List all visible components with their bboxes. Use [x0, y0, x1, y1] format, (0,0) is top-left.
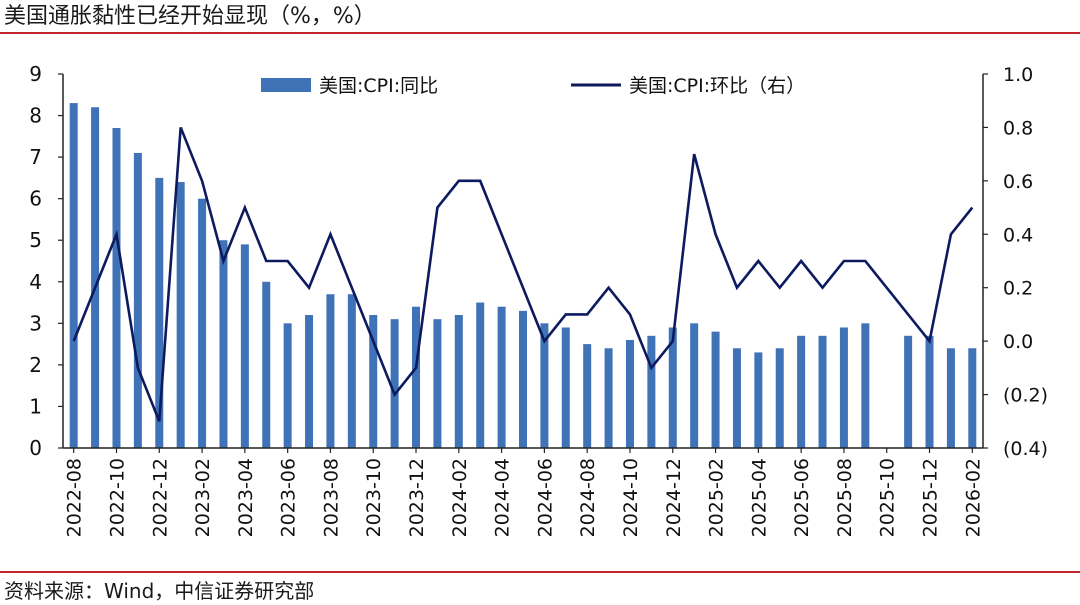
cpi-yoy-bars — [69, 103, 977, 449]
x-tick-label: 2023-06 — [278, 458, 300, 537]
x-tick-label: 2025-08 — [834, 458, 856, 537]
cpi-yoy-bar — [219, 240, 228, 448]
x-tick-label: 2025-02 — [706, 458, 728, 537]
right-tick-label: (0.4) — [1003, 438, 1048, 460]
cpi-yoy-bar — [818, 335, 827, 448]
left-tick-label: 7 — [29, 145, 42, 169]
cpi-yoy-bar — [476, 302, 485, 448]
cpi-yoy-bar — [133, 152, 142, 448]
cpi-yoy-bar — [690, 323, 699, 448]
cpi-yoy-bar — [283, 323, 292, 448]
cpi-yoy-bar — [326, 294, 335, 448]
cpi-yoy-bar — [69, 103, 78, 448]
left-axis-ticks: 0 1 2 3 4 5 6 7 8 9 — [29, 62, 63, 460]
cpi-yoy-bar — [732, 348, 741, 448]
cpi-yoy-bar — [519, 310, 527, 448]
cpi-yoy-bar — [412, 306, 421, 448]
x-tick-label: 2025-06 — [791, 458, 813, 537]
cpi-yoy-bar — [347, 294, 356, 448]
source-note: 资料来源：Wind，中信证券研究部 — [4, 579, 315, 603]
axes — [62, 74, 984, 449]
left-tick-label: 9 — [29, 62, 42, 86]
cpi-yoy-bar — [861, 323, 870, 448]
x-tick-label: 2023-10 — [363, 458, 385, 537]
top-rule — [0, 32, 1080, 34]
bottom-rule — [0, 571, 1080, 573]
cpi-yoy-bar — [198, 198, 207, 448]
cpi-yoy-bar — [839, 327, 848, 448]
x-tick-label: 2024-10 — [620, 458, 642, 537]
x-tick-label: 2026-02 — [962, 458, 984, 537]
right-axis-ticks: (0.4) (0.2) 0.0 0.2 0.4 0.6 0.8 1.0 — [983, 64, 1048, 460]
right-tick-label: 1.0 — [1003, 64, 1033, 86]
cpi-yoy-bar — [540, 323, 549, 448]
cpi-yoy-bar — [262, 281, 271, 448]
cpi-yoy-bar — [91, 107, 100, 449]
cpi-yoy-bar — [904, 335, 913, 448]
left-tick-label: 3 — [29, 311, 42, 335]
cpi-yoy-bar — [775, 348, 784, 448]
x-tick-label: 2023-12 — [406, 458, 428, 537]
cpi-mom-line — [72, 126, 974, 422]
right-tick-label: (0.2) — [1003, 385, 1048, 407]
x-tick-label: 2022-08 — [64, 458, 86, 537]
left-tick-label: 5 — [29, 228, 42, 252]
x-tick-label: 2023-04 — [235, 458, 257, 537]
cpi-yoy-bar — [561, 327, 570, 448]
x-tick-label: 2022-10 — [106, 458, 128, 537]
x-tick-label: 2025-10 — [877, 458, 899, 537]
cpi-yoy-bar — [433, 319, 442, 448]
x-tick-label: 2023-02 — [192, 458, 214, 537]
x-tick-label: 2023-08 — [320, 458, 342, 537]
x-tick-label: 2022-12 — [149, 458, 171, 537]
right-tick-label: 0.8 — [1003, 117, 1033, 139]
right-tick-label: 0.4 — [1003, 224, 1033, 246]
cpi-yoy-bar — [369, 315, 378, 448]
cpi-yoy-bar — [454, 315, 463, 448]
cpi-yoy-bar — [647, 335, 656, 448]
right-tick-label: 0.0 — [1003, 331, 1033, 353]
x-tick-label: 2025-04 — [748, 458, 770, 537]
cpi-yoy-bar — [604, 348, 613, 448]
cpi-yoy-bar — [797, 335, 806, 448]
cpi-mom-line-group — [72, 126, 974, 422]
cpi-yoy-bar — [625, 339, 634, 448]
cpi-yoy-bar — [925, 335, 934, 448]
cpi-yoy-bar — [305, 315, 314, 448]
left-tick-label: 4 — [29, 270, 42, 294]
legend-bar-label: 美国:CPI:同比 — [319, 75, 438, 97]
cpi-yoy-bar — [754, 352, 763, 448]
legend-bar-swatch — [261, 78, 311, 92]
x-tick-label: 2024-02 — [449, 458, 471, 537]
legend: 美国:CPI:同比 美国:CPI:环比（右） — [261, 75, 805, 97]
cpi-yoy-bar — [497, 306, 506, 448]
left-tick-label: 1 — [29, 394, 42, 418]
x-tick-label: 2024-06 — [534, 458, 556, 537]
cpi-yoy-bar — [968, 348, 977, 448]
cpi-yoy-bar — [668, 327, 677, 448]
left-tick-label: 0 — [29, 436, 42, 460]
right-tick-label: 0.6 — [1003, 171, 1033, 193]
x-tick-label: 2024-04 — [492, 458, 514, 537]
cpi-yoy-bar — [390, 319, 399, 448]
left-tick-label: 2 — [29, 353, 42, 377]
cpi-yoy-bar — [176, 182, 185, 449]
left-tick-label: 6 — [29, 187, 42, 211]
cpi-yoy-bar — [112, 128, 121, 448]
left-tick-label: 8 — [29, 104, 42, 128]
chart-title: 美国通胀黏性已经开始显现（%，%） — [4, 4, 376, 29]
x-axis-ticks: 2022-08 2022-10 2022-12 2023-02 2023-04 2023-… — [64, 448, 984, 537]
right-tick-label: 0.2 — [1003, 278, 1033, 300]
cpi-yoy-bar — [946, 348, 955, 448]
x-tick-label: 2024-08 — [577, 458, 599, 537]
cpi-yoy-bar — [240, 244, 249, 448]
x-tick-label: 2024-12 — [663, 458, 685, 537]
legend-line-label: 美国:CPI:环比（右） — [629, 75, 805, 97]
x-tick-label: 2025-12 — [920, 458, 942, 537]
cpi-yoy-bar — [711, 331, 720, 448]
cpi-yoy-bar — [155, 177, 164, 448]
cpi-yoy-bar — [583, 344, 592, 448]
